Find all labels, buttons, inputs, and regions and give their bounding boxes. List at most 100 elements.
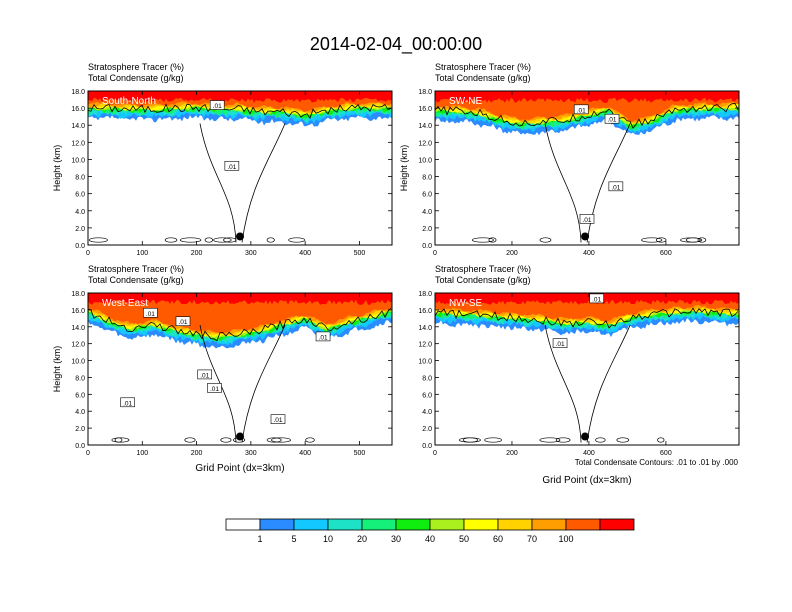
contour-label: .01 <box>178 319 187 326</box>
condensate-contour-core <box>544 324 631 443</box>
y-tick-label: 8.0 <box>75 175 85 182</box>
colorbar-swatch <box>361 518 397 531</box>
y-tick-label: 6.0 <box>422 392 432 399</box>
y-tick-label: 0.0 <box>75 443 85 450</box>
condensate-contour-low <box>488 237 497 243</box>
y-tick-label: 8.0 <box>422 375 432 382</box>
condensate-contour-low <box>266 437 282 443</box>
contour-label-box <box>552 338 568 348</box>
contour-label: .01 <box>273 417 282 424</box>
contour-label: .01 <box>210 386 219 393</box>
x-tick-label: 500 <box>354 450 366 457</box>
panel-header-condensate: Total Condensate (g/kg) <box>435 275 531 285</box>
contour-label-box <box>175 316 191 327</box>
colorbar-label: 1 <box>257 534 262 544</box>
y-tick-label: 12.0 <box>418 342 432 349</box>
x-tick-label: 0 <box>433 450 437 457</box>
y-tick-label: 4.0 <box>75 409 85 416</box>
y-tick-label: 8.0 <box>75 375 85 382</box>
panels: Stratosphere Tracer (%)Total Condensate … <box>52 62 740 486</box>
x-tick-label: 500 <box>354 250 366 257</box>
condensate-contour-low <box>88 237 108 243</box>
x-tick-label: 200 <box>191 450 203 457</box>
condensate-contour-low <box>179 237 202 243</box>
colorbar: 1 5 10 20 30 40 50 60 70 100 <box>225 518 635 544</box>
y-tick-label: 10.0 <box>71 359 85 366</box>
tracer-level-11 <box>435 91 739 103</box>
condensate-contour-core <box>199 123 286 243</box>
contour-label: .01 <box>146 311 155 318</box>
contour-label-box <box>608 181 624 192</box>
contour-label: .01 <box>123 400 132 407</box>
condensate-contour-low <box>539 437 561 443</box>
colorbar-label: 5 <box>291 534 296 544</box>
panel-header-tracer: Stratosphere Tracer (%) <box>88 264 184 274</box>
contour-label-box <box>197 369 213 380</box>
y-tick-label: 0.0 <box>422 443 432 450</box>
colorbar-swatch <box>497 518 533 531</box>
condensate-contour-low <box>555 437 571 443</box>
colorbar-swatch <box>327 518 363 531</box>
location-marker <box>236 232 244 241</box>
colorbar-swatch <box>463 518 499 531</box>
colorbar-swatch <box>599 518 635 531</box>
tracer-field <box>88 293 392 443</box>
colorbar-label: 10 <box>323 534 333 544</box>
y-tick-label: 14.0 <box>418 325 432 332</box>
condensate-contour-low <box>111 437 130 443</box>
y-tick-label: 16.0 <box>418 106 432 113</box>
panel-header-tracer: Stratosphere Tracer (%) <box>435 264 531 274</box>
contour-label: .01 <box>319 334 328 341</box>
y-tick-label: 10.0 <box>71 157 85 164</box>
x-tick-label: 200 <box>506 450 518 457</box>
location-marker <box>581 432 590 441</box>
contour-footnote: Total Condensate Contours: .01 to .01 by… <box>575 458 739 467</box>
colorbar-swatch <box>429 518 465 531</box>
panel-label: SW-NE <box>449 96 482 107</box>
location-marker <box>236 432 244 441</box>
contour-label: .01 <box>611 184 620 191</box>
condensate-contour-upper <box>435 307 739 329</box>
contour-label-box <box>207 383 222 393</box>
panel-1: Stratosphere Tracer (%)Total Condensate … <box>52 62 393 257</box>
y-tick-label: 2.0 <box>75 226 85 233</box>
condensate-contour-low <box>288 237 306 243</box>
x-tick-label: 600 <box>660 250 672 257</box>
y-tick-label: 18.0 <box>418 291 432 298</box>
colorbar-label: 60 <box>493 534 503 544</box>
panel-header-tracer: Stratosphere Tracer (%) <box>88 62 184 72</box>
y-tick-label: 2.0 <box>422 226 432 233</box>
y-tick-label: 10.0 <box>418 157 432 164</box>
panel-4: Stratosphere Tracer (%)Total Condensate … <box>418 264 740 486</box>
x-axis-label: Grid Point (dx=3km) <box>195 463 284 474</box>
condensate-contour-low <box>641 237 663 243</box>
panel-label: South-North <box>102 96 156 107</box>
panel-label: West-East <box>102 298 148 309</box>
condensate-contour-low <box>213 237 232 243</box>
y-tick-label: 12.0 <box>71 140 85 147</box>
colorbar-label: 40 <box>425 534 435 544</box>
condensate-contour-low <box>462 437 479 443</box>
y-tick-label: 6.0 <box>422 192 432 199</box>
y-axis-label: Height (km) <box>52 145 62 192</box>
condensate-contour-upper <box>88 307 392 342</box>
x-tick-label: 100 <box>136 450 148 457</box>
condensate-contour-low <box>220 437 232 443</box>
y-axis-label: Height (km) <box>399 145 409 192</box>
y-tick-label: 2.0 <box>75 426 85 433</box>
contour-label: .01 <box>200 372 209 379</box>
contour-label-box <box>579 214 595 224</box>
contour-label-box <box>224 160 240 171</box>
contour-label-box <box>315 331 331 342</box>
contour-label: .01 <box>582 217 591 224</box>
y-tick-label: 10.0 <box>418 359 432 366</box>
colorbar-label: 20 <box>357 534 367 544</box>
contour-label: .01 <box>607 117 616 124</box>
contour-label: .01 <box>556 341 565 348</box>
y-tick-label: 16.0 <box>418 308 432 315</box>
x-tick-label: 100 <box>136 250 148 257</box>
x-tick-label: 300 <box>245 450 257 457</box>
panel-header-condensate: Total Condensate (g/kg) <box>435 73 531 83</box>
y-tick-label: 6.0 <box>75 192 85 199</box>
